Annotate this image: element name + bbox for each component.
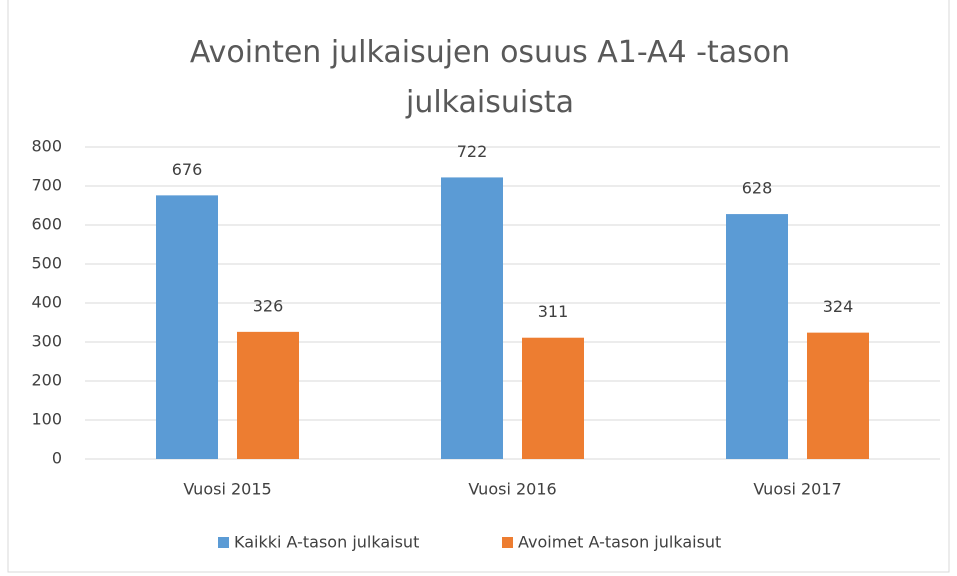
y-tick-label: 100 [31, 410, 62, 429]
chart-title: Avointen julkaisujen osuus A1-A4 -tason … [189, 35, 791, 120]
value-label: 676 [172, 160, 203, 179]
x-tick-label: Vuosi 2016 [468, 480, 556, 499]
bar [726, 214, 788, 459]
y-tick-label: 700 [31, 176, 62, 195]
value-label: 722 [457, 142, 488, 161]
legend-swatch [218, 537, 229, 548]
y-tick-label: 300 [31, 332, 62, 351]
bar [441, 177, 503, 460]
bar [237, 331, 299, 459]
value-label: 326 [253, 296, 284, 315]
y-tick-label: 400 [31, 293, 62, 312]
legend-label: Kaikki A-tason julkaisut [234, 533, 419, 552]
bar [156, 195, 218, 460]
y-tick-label: 0 [52, 449, 62, 468]
chart-border [7, 0, 950, 573]
bar [807, 332, 869, 459]
x-tick-label: Vuosi 2015 [183, 480, 271, 499]
y-tick-label: 600 [31, 215, 62, 234]
y-tick-label: 800 [31, 137, 62, 156]
legend-swatch [502, 537, 513, 548]
legend-label: Avoimet A-tason julkaisut [518, 533, 721, 552]
y-tick-label: 500 [31, 254, 62, 273]
value-label: 311 [538, 302, 569, 321]
value-label: 324 [823, 297, 854, 316]
y-tick-label: 200 [31, 371, 62, 390]
x-tick-label: Vuosi 2017 [753, 480, 841, 499]
value-label: 628 [742, 179, 773, 198]
bar [522, 337, 584, 459]
